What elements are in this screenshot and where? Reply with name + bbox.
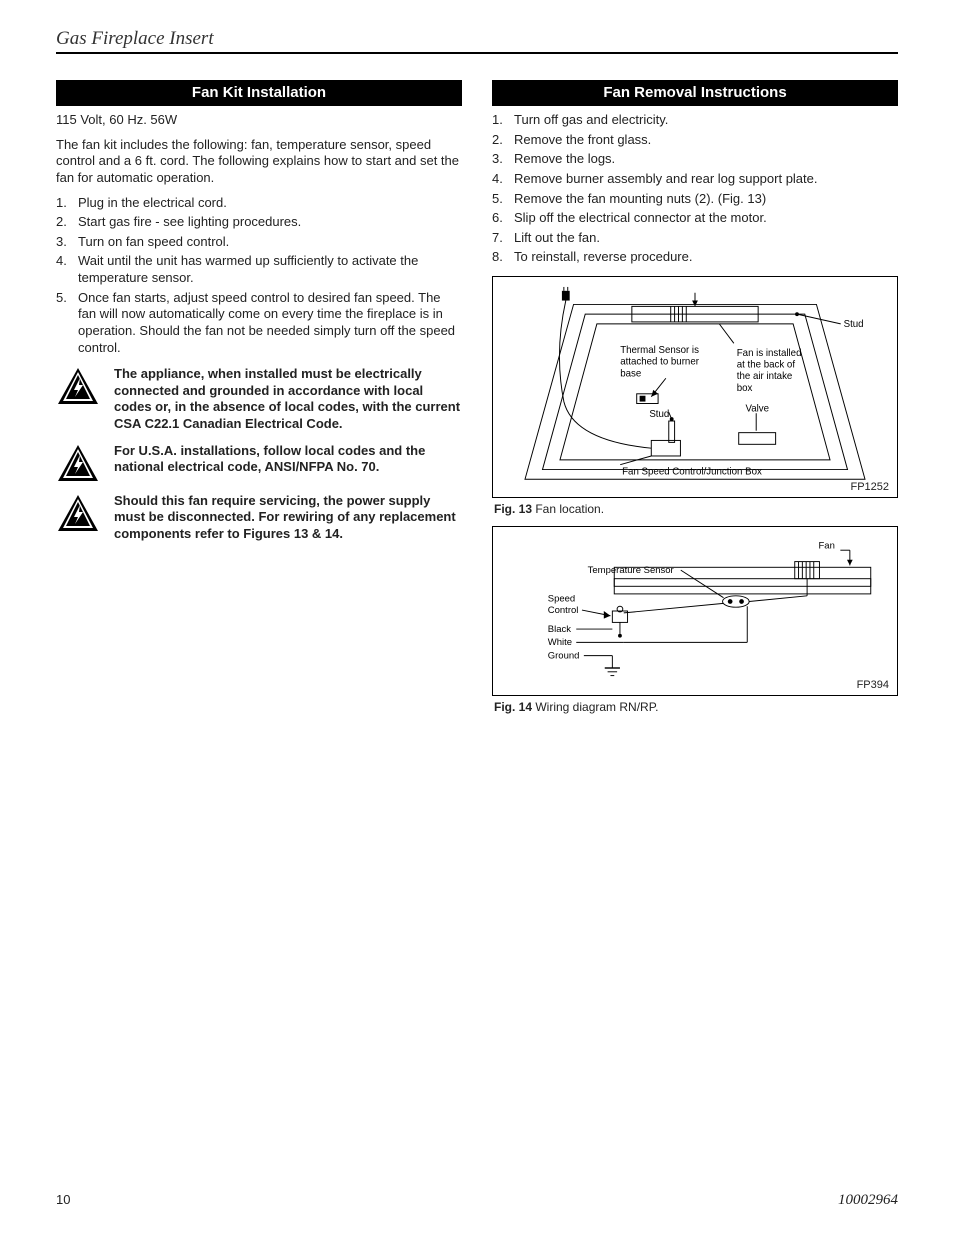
step-text: Lift out the fan. — [514, 230, 898, 247]
page-number: 10 — [56, 1192, 70, 1209]
list-item: 3.Turn on fan speed control. — [56, 234, 462, 251]
warning-bolt-icon — [56, 443, 100, 483]
label-speed1: Speed — [548, 594, 575, 605]
label-thermal1: Thermal Sensor is — [620, 345, 699, 356]
list-item: 1.Turn off gas and electricity. — [492, 112, 898, 129]
step-text: Remove the logs. — [514, 151, 898, 168]
spec-line: 115 Volt, 60 Hz. 56W — [56, 112, 462, 129]
label-black: Black — [548, 624, 571, 635]
figure-13-diagram: Stud Thermal Sensor is attached to burne… — [501, 285, 889, 489]
label-fanbox2: at the back of — [737, 360, 796, 371]
fig13-cap-rest: Fan location. — [532, 502, 604, 516]
step-text: To reinstall, reverse procedure. — [514, 249, 898, 266]
warning-row: For U.S.A. installations, follow local c… — [56, 443, 462, 483]
removal-steps: 1.Turn off gas and electricity. 2.Remove… — [492, 112, 898, 266]
label-speed2: Control — [548, 605, 579, 616]
step-num: 2. — [492, 132, 514, 149]
step-text: Plug in the electrical cord. — [78, 195, 462, 212]
list-item: 2.Start gas fire - see lighting procedur… — [56, 214, 462, 231]
list-item: 5.Once fan starts, adjust speed control … — [56, 290, 462, 357]
warning-bolt-icon — [56, 493, 100, 533]
step-text: Remove the front glass. — [514, 132, 898, 149]
step-num: 7. — [492, 230, 514, 247]
label-ground: Ground — [548, 651, 580, 662]
label-white: White — [548, 637, 572, 648]
install-steps: 1.Plug in the electrical cord. 2.Start g… — [56, 195, 462, 357]
step-num: 4. — [56, 253, 78, 286]
step-num: 5. — [56, 290, 78, 357]
warning-bolt-icon — [56, 366, 100, 406]
warning-row: Should this fan require servicing, the p… — [56, 493, 462, 543]
step-num: 4. — [492, 171, 514, 188]
fig14-cap-bold: Fig. 14 — [494, 700, 532, 714]
step-num: 2. — [56, 214, 78, 231]
running-head-text: Gas Fireplace Insert — [56, 28, 214, 49]
list-item: 8.To reinstall, reverse procedure. — [492, 249, 898, 266]
step-text: Turn on fan speed control. — [78, 234, 462, 251]
label-thermal2: attached to burner — [620, 357, 700, 368]
list-item: 5.Remove the fan mounting nuts (2). (Fig… — [492, 191, 898, 208]
step-text: Turn off gas and electricity. — [514, 112, 898, 129]
step-num: 1. — [492, 112, 514, 129]
figure-13-caption: Fig. 13 Fan location. — [494, 502, 898, 516]
label-fan: Fan — [819, 540, 835, 551]
figure-13-box: Stud Thermal Sensor is attached to burne… — [492, 276, 898, 498]
rule-gap — [221, 51, 233, 55]
label-fanbox4: box — [737, 383, 753, 394]
step-text: Start gas fire - see lighting procedures… — [78, 214, 462, 231]
step-num: 3. — [56, 234, 78, 251]
warning-text: Should this fan require servicing, the p… — [114, 493, 462, 543]
step-num: 1. — [56, 195, 78, 212]
list-item: 2.Remove the front glass. — [492, 132, 898, 149]
warning-row: The appliance, when installed must be el… — [56, 366, 462, 433]
label-thermal3: base — [620, 368, 641, 379]
two-column-layout: Fan Kit Installation 115 Volt, 60 Hz. 56… — [56, 70, 898, 722]
list-item: 7.Lift out the fan. — [492, 230, 898, 247]
label-fanbox3: the air intake — [737, 371, 793, 382]
right-heading: Fan Removal Instructions — [492, 80, 898, 106]
fig13-fp-label: FP1252 — [850, 481, 889, 493]
intro-paragraph: The fan kit includes the following: fan,… — [56, 137, 462, 187]
running-head: Gas Fireplace Insert — [56, 28, 898, 54]
page-footer: 10 10002964 — [56, 1192, 898, 1209]
label-stud-top: Stud — [844, 319, 864, 330]
list-item: 1.Plug in the electrical cord. — [56, 195, 462, 212]
right-column: Fan Removal Instructions 1.Turn off gas … — [492, 70, 898, 722]
step-text: Remove the fan mounting nuts (2). (Fig. … — [514, 191, 898, 208]
figure-14-box: Fan Temperature Sensor — [492, 526, 898, 696]
step-num: 3. — [492, 151, 514, 168]
list-item: 4.Wait until the unit has warmed up suff… — [56, 253, 462, 286]
fig13-cap-bold: Fig. 13 — [494, 502, 532, 516]
label-valve: Valve — [746, 403, 770, 414]
step-num: 6. — [492, 210, 514, 227]
warning-text: For U.S.A. installations, follow local c… — [114, 443, 462, 476]
figure-14-caption: Fig. 14 Wiring diagram RN/RP. — [494, 700, 898, 714]
fig14-fp-label: FP394 — [857, 679, 889, 691]
step-text: Once fan starts, adjust speed control to… — [78, 290, 462, 357]
warning-text: The appliance, when installed must be el… — [114, 366, 462, 433]
label-junction: Fan Speed Control/Junction Box — [622, 466, 762, 477]
step-num: 5. — [492, 191, 514, 208]
figure-14-diagram: Fan Temperature Sensor — [501, 535, 889, 687]
step-text: Slip off the electrical connector at the… — [514, 210, 898, 227]
step-num: 8. — [492, 249, 514, 266]
list-item: 3.Remove the logs. — [492, 151, 898, 168]
label-tempsensor: Temperature Sensor — [588, 565, 674, 576]
label-fanbox1: Fan is installed — [737, 348, 802, 359]
step-text: Wait until the unit has warmed up suffic… — [78, 253, 462, 286]
label-stud-low: Stud — [649, 409, 669, 420]
fig14-cap-rest: Wiring diagram RN/RP. — [532, 700, 658, 714]
left-column: Fan Kit Installation 115 Volt, 60 Hz. 56… — [56, 70, 462, 722]
list-item: 4.Remove burner assembly and rear log su… — [492, 171, 898, 188]
document-number: 10002964 — [838, 1192, 898, 1209]
step-text: Remove burner assembly and rear log supp… — [514, 171, 898, 188]
list-item: 6.Slip off the electrical connector at t… — [492, 210, 898, 227]
left-heading: Fan Kit Installation — [56, 80, 462, 106]
